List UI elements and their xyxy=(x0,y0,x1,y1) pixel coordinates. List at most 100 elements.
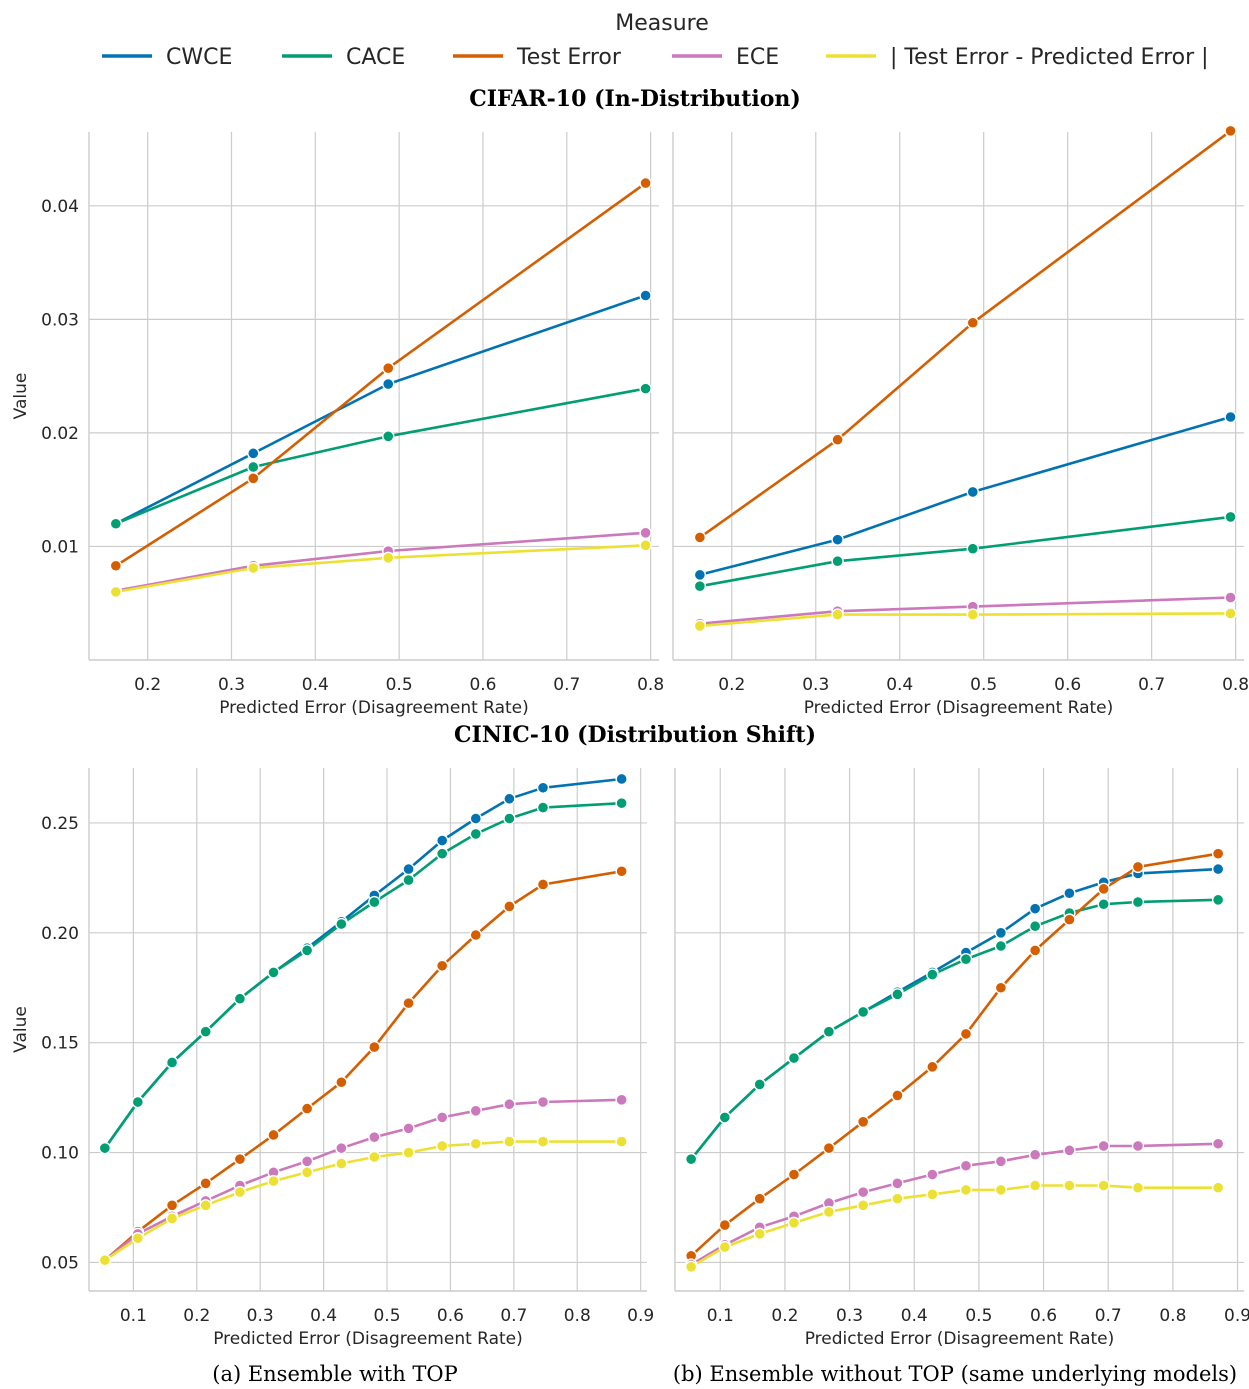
legend-entry-cwce: CWCE xyxy=(102,45,232,70)
data-point xyxy=(199,1177,212,1190)
data-point xyxy=(693,568,707,582)
x-tick-label: 0.6 xyxy=(437,1306,464,1326)
data-point xyxy=(926,1188,939,1201)
data-point xyxy=(469,1104,482,1118)
data-point xyxy=(684,1260,698,1274)
data-point xyxy=(382,361,395,375)
data-point xyxy=(831,555,844,568)
legend-label: ECE xyxy=(736,45,779,70)
data-point xyxy=(959,952,973,966)
data-point xyxy=(1131,1181,1145,1194)
data-point xyxy=(402,1122,415,1135)
data-point xyxy=(639,526,652,540)
series-line-test-error xyxy=(104,870,622,1262)
x-tick-label: 0.7 xyxy=(1138,675,1165,695)
y-tick-label: 0.20 xyxy=(41,924,79,944)
data-point xyxy=(994,1183,1008,1197)
data-point xyxy=(435,1111,449,1124)
data-point xyxy=(856,1115,870,1128)
x-tick-label: 0.6 xyxy=(1030,1306,1057,1326)
data-point xyxy=(536,878,550,891)
y-tick-label: 0.15 xyxy=(41,1034,79,1054)
y-tick-label: 0.01 xyxy=(41,537,79,557)
x-tick-label: 0.3 xyxy=(218,675,245,695)
data-point xyxy=(753,1227,766,1241)
data-point xyxy=(891,988,904,1001)
data-point xyxy=(368,1130,381,1144)
data-point xyxy=(926,1060,939,1074)
data-point xyxy=(368,1040,381,1054)
data-point xyxy=(615,772,628,786)
x-axis-label: Predicted Error (Disagreement Rate) xyxy=(213,1329,523,1349)
data-point xyxy=(718,1218,731,1232)
data-point xyxy=(718,1111,731,1124)
x-tick-label: 0.2 xyxy=(134,675,161,695)
data-point xyxy=(267,1174,280,1188)
data-point xyxy=(469,812,482,825)
series-line-cace xyxy=(115,387,646,525)
data-point xyxy=(1063,1144,1076,1157)
data-point xyxy=(435,959,449,972)
x-tick-label: 0.5 xyxy=(965,1306,992,1326)
data-point xyxy=(1211,862,1225,876)
section-title-cinic: CINIC-10 (Distribution Shift) xyxy=(454,722,816,748)
data-point xyxy=(536,1095,550,1109)
data-point xyxy=(926,1168,939,1181)
data-point xyxy=(382,377,395,391)
x-tick-label: 0.2 xyxy=(183,1306,210,1326)
data-point xyxy=(469,928,482,942)
data-point xyxy=(469,827,482,841)
chart-cinic-with-top: 0.1 0.2 0.3 0.4 0.5 0.6 0.7 0.8 0.9 0.05 0.10 0.15 0… xyxy=(11,768,654,1349)
data-point xyxy=(693,531,707,544)
data-point xyxy=(966,485,979,499)
data-point xyxy=(402,996,415,1010)
data-point xyxy=(368,895,381,909)
data-point xyxy=(693,579,707,593)
series-line-test-error xyxy=(690,852,1219,1257)
x-axis-label: Predicted Error (Disagreement Rate) xyxy=(805,1329,1115,1349)
series-line-test-error xyxy=(699,129,1232,539)
data-point xyxy=(267,966,280,979)
data-point xyxy=(300,1155,314,1168)
data-point xyxy=(368,1150,381,1164)
data-point xyxy=(787,1216,801,1230)
series-line-ece xyxy=(104,1098,622,1262)
data-point xyxy=(615,796,628,810)
data-point xyxy=(1028,902,1042,915)
y-axis-label: Value xyxy=(11,373,31,420)
data-point xyxy=(718,1240,731,1254)
data-point xyxy=(1131,1139,1145,1153)
legend: Measure CWCE CACE Test Error ECE | Test … xyxy=(102,11,1209,70)
data-point xyxy=(503,1135,516,1148)
x-tick-label: 0.2 xyxy=(718,675,745,695)
legend-entry-abs-diff: | Test Error - Predicted Error | xyxy=(826,45,1209,70)
x-tick-label: 0.9 xyxy=(627,1306,654,1326)
data-point xyxy=(335,1141,348,1155)
x-axis-label: Predicted Error (Disagreement Rate) xyxy=(804,698,1114,718)
data-point xyxy=(615,1135,628,1148)
data-point xyxy=(615,1093,628,1107)
data-point xyxy=(926,968,939,981)
y-tick-label: 0.03 xyxy=(41,310,79,330)
series-line-ece xyxy=(115,531,646,592)
data-point xyxy=(891,1177,904,1190)
data-point xyxy=(1097,1179,1110,1192)
caption-b: (b) Ensemble without TOP (same underlyin… xyxy=(673,1362,1237,1386)
legend-entry-cace: CACE xyxy=(282,45,405,70)
data-point xyxy=(1063,887,1076,900)
data-point xyxy=(831,608,844,621)
data-point xyxy=(1211,847,1225,860)
data-point xyxy=(233,1152,247,1166)
y-tick-label: 0.04 xyxy=(41,197,79,217)
x-tick-label: 0.5 xyxy=(386,675,413,695)
data-point xyxy=(1097,898,1110,911)
data-point xyxy=(1224,607,1237,620)
data-point xyxy=(536,1135,550,1148)
data-point xyxy=(98,1141,112,1155)
data-point xyxy=(382,551,395,565)
data-point xyxy=(165,1199,179,1212)
data-point xyxy=(165,1056,179,1069)
section-title-cifar: CIFAR-10 (In-Distribution) xyxy=(469,86,801,112)
x-tick-label: 0.8 xyxy=(637,675,664,695)
